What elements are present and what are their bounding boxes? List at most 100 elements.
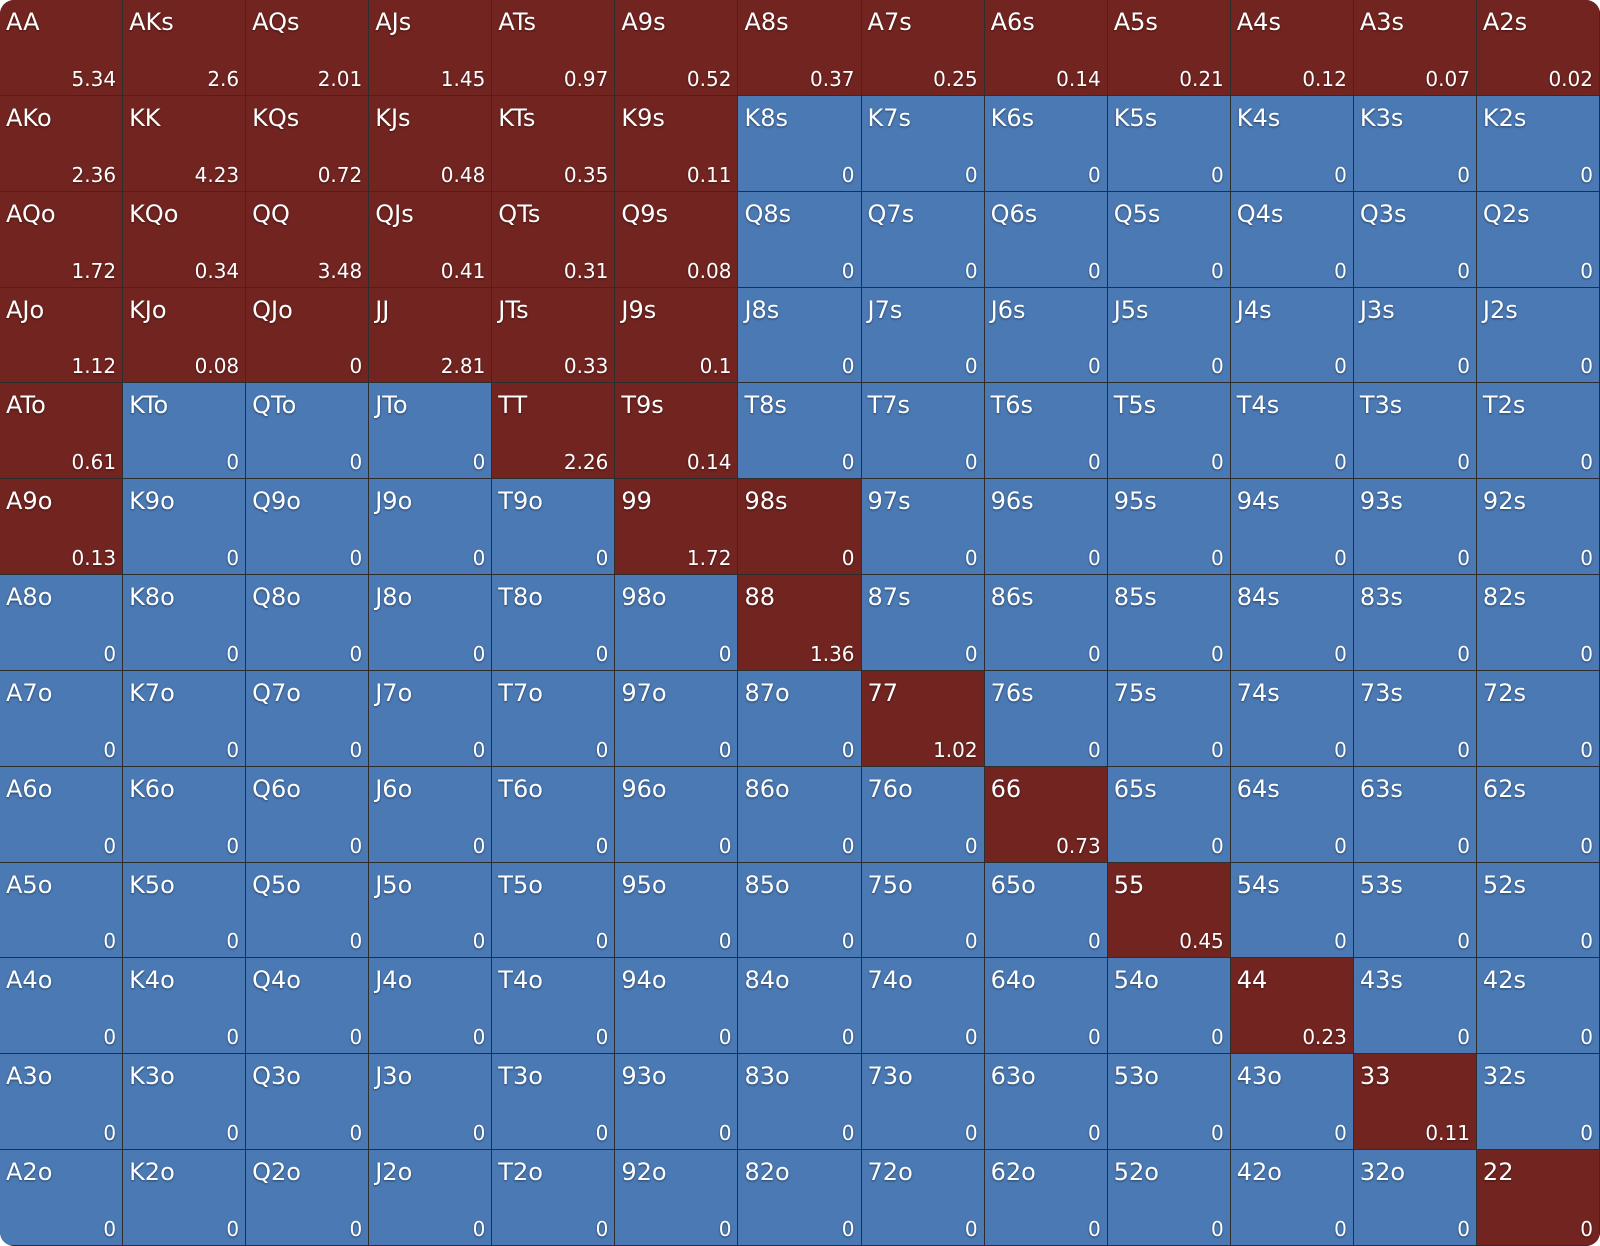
hand-label: 92o	[621, 1158, 667, 1187]
hand-value: 0	[349, 1025, 363, 1050]
hand-cell: KJs 0.48	[369, 95, 493, 192]
hand-cell: 85s 0	[1107, 575, 1231, 671]
hand-value: 0	[472, 833, 486, 858]
hand-label: 98o	[621, 583, 667, 612]
hand-cell: J2o 0	[369, 1150, 493, 1246]
hand-cell: A2o 0	[0, 1150, 124, 1246]
hand-cell: 72s 0	[1476, 670, 1600, 767]
hand-label: AJo	[6, 295, 45, 324]
hand-cell: K2o 0	[123, 1150, 247, 1246]
hand-cell: AKs 2.6	[123, 0, 247, 96]
hand-value: 1.12	[71, 354, 117, 379]
hand-cell: 43s 0	[1353, 958, 1477, 1055]
hand-value: 0.61	[71, 450, 117, 475]
hand-value: 0	[1211, 641, 1224, 666]
hand-cell: T5s 0	[1107, 383, 1231, 480]
hand-cell: T2o 0	[492, 1150, 616, 1246]
hand-label: J3o	[375, 1062, 413, 1091]
hand-value: 0	[103, 737, 117, 762]
hand-cell: JJ 2.81	[369, 287, 493, 384]
hand-label: A4o	[6, 966, 53, 995]
hand-cell: T4s 0	[1230, 383, 1354, 480]
hand-label: A9o	[6, 487, 53, 516]
hand-label: K2s	[1482, 103, 1527, 132]
hand-value: 0	[472, 737, 486, 762]
hand-value: 0	[472, 1121, 486, 1146]
hand-cell: A4o 0	[0, 958, 124, 1055]
hand-cell: 94s 0	[1230, 479, 1354, 576]
hand-label: T7s	[867, 391, 910, 420]
hand-cell: J8o 0	[369, 575, 493, 671]
hand-value: 1.72	[686, 546, 732, 571]
hand-label: 33	[1359, 1062, 1391, 1091]
hand-cell: 64s 0	[1230, 766, 1354, 863]
hand-value: 0	[718, 1025, 732, 1050]
hand-cell: 73o 0	[861, 1054, 985, 1151]
hand-cell: 54s 0	[1230, 862, 1354, 959]
hand-label: J2o	[375, 1158, 413, 1187]
hand-value: 0	[1211, 1216, 1224, 1241]
hand-label: 94s	[1236, 487, 1280, 516]
hand-cell: J3o 0	[369, 1054, 493, 1151]
hand-cell: K3s 0	[1353, 95, 1477, 192]
hand-cell: Q2o 0	[246, 1150, 370, 1246]
hand-value: 0	[1580, 354, 1593, 379]
hand-value: 0.13	[71, 546, 117, 571]
hand-value: 0	[226, 833, 240, 858]
hand-value: 0	[226, 450, 240, 475]
hand-cell: Q3s 0	[1353, 191, 1477, 288]
hand-cell: 44 0.23	[1230, 958, 1354, 1055]
hand-cell: Q7s 0	[861, 191, 985, 288]
hand-value: 0.25	[933, 66, 978, 91]
hand-label: AQo	[6, 199, 56, 228]
hand-label: 93s	[1359, 487, 1403, 516]
hand-value: 0.45	[1179, 929, 1224, 954]
hand-label: A6s	[990, 8, 1035, 36]
hand-value: 0	[349, 1121, 363, 1146]
hand-value: 0.08	[194, 354, 240, 379]
hand-label: T2s	[1482, 391, 1526, 420]
hand-label: Q6o	[252, 774, 301, 803]
hand-label: 77	[867, 678, 899, 707]
hand-cell: K9o 0	[123, 479, 247, 576]
hand-label: K7o	[129, 678, 175, 707]
hand-label: 87o	[744, 678, 790, 707]
hand-label: A6o	[6, 774, 53, 803]
hand-label: K4s	[1236, 103, 1281, 132]
hand-cell: 52s 0	[1476, 862, 1600, 959]
hand-value: 0	[841, 162, 855, 187]
hand-value: 0	[1087, 737, 1101, 762]
hand-cell: 65o 0	[984, 862, 1108, 959]
hand-label: 54o	[1113, 966, 1159, 995]
hand-value: 5.34	[71, 66, 117, 91]
hand-value: 0	[718, 929, 732, 954]
hand-value: 0	[1457, 546, 1470, 571]
hand-label: Q6s	[990, 199, 1038, 228]
hand-value: 0	[1211, 450, 1224, 475]
hand-label: T4o	[498, 966, 543, 995]
hand-value: 0.34	[194, 258, 240, 283]
hand-value: 0	[1457, 929, 1470, 954]
hand-cell: K5s 0	[1107, 95, 1231, 192]
hand-value: 0	[226, 1121, 240, 1146]
hand-value: 0	[226, 737, 240, 762]
hand-value: 0	[595, 1216, 609, 1241]
hand-cell: 85o 0	[738, 862, 862, 959]
hand-value: 0	[1211, 1121, 1224, 1146]
hand-value: 0	[718, 833, 732, 858]
hand-label: 65o	[990, 870, 1036, 899]
hand-cell: QJo 0	[246, 287, 370, 384]
hand-cell: A9o 0.13	[0, 479, 124, 576]
hand-value: 0	[1580, 929, 1593, 954]
hand-cell: A6s 0.14	[984, 0, 1108, 96]
hand-cell: Q8o 0	[246, 575, 370, 671]
hand-value: 0	[1087, 641, 1101, 666]
hand-value: 2.01	[317, 66, 363, 91]
hand-label: T3o	[498, 1062, 543, 1091]
hand-cell: 22 0	[1476, 1150, 1600, 1246]
hand-cell: Q2s 0	[1476, 191, 1600, 288]
hand-value: 0	[595, 1121, 609, 1146]
hand-value: 0	[1457, 1216, 1470, 1241]
hand-cell: T7o 0	[492, 670, 616, 767]
